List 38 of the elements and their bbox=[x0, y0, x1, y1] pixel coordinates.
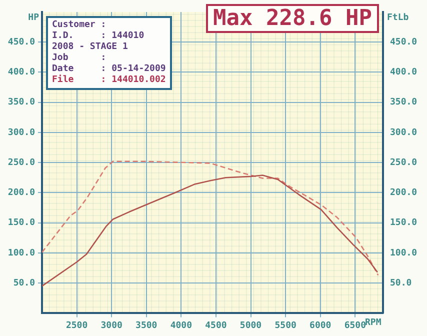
y2-tick-label: 250.0 bbox=[390, 158, 418, 168]
x-tick-label: 3000 bbox=[100, 320, 122, 331]
chart-title: Max 228.6 HP bbox=[206, 4, 379, 33]
y2-tick-label: 50.0 bbox=[390, 278, 412, 288]
x-tick-label: 4500 bbox=[205, 320, 227, 331]
annotation: Customer : bbox=[52, 20, 108, 31]
y2-tick-label: 350.0 bbox=[390, 98, 418, 108]
annotation: File : 144010.002 bbox=[52, 75, 166, 86]
y2-axis-title: FtLb bbox=[387, 12, 410, 23]
y-tick-label: 100.0 bbox=[8, 248, 35, 258]
x-axis-title: RPM bbox=[365, 318, 382, 328]
y-tick-label: 150.0 bbox=[8, 218, 35, 228]
y2-tick-label: 150.0 bbox=[390, 218, 418, 228]
x-tick-label: 5500 bbox=[274, 320, 296, 331]
x-tick-label: 5000 bbox=[240, 320, 262, 331]
y2-tick-label: 300.0 bbox=[390, 128, 418, 138]
y-tick-label: 450.0 bbox=[8, 37, 35, 48]
x-tick-label: 6500 bbox=[344, 320, 366, 331]
annotation: 2008 - STAGE 1 bbox=[52, 42, 129, 53]
annotation: Job : bbox=[52, 53, 108, 64]
y2-tick-label: 200.0 bbox=[390, 188, 418, 198]
annotation: Date : 05-14-2009 bbox=[52, 64, 166, 74]
y-tick-label: 200.0 bbox=[8, 188, 35, 198]
line-series bbox=[42, 160, 379, 276]
y-tick-label: 400.0 bbox=[8, 68, 35, 78]
y-tick-label: 350.0 bbox=[8, 98, 35, 108]
y2-tick-label: 400.0 bbox=[390, 68, 418, 78]
x-tick-label: 3500 bbox=[136, 320, 158, 331]
y-tick-label: 250.0 bbox=[8, 158, 35, 168]
x-tick-label: 2500 bbox=[66, 320, 88, 331]
x-tick-label: 4000 bbox=[170, 320, 192, 331]
y-tick-label: 50.0 bbox=[13, 278, 35, 288]
y-tick-label: 300.0 bbox=[8, 128, 35, 138]
annotation: I.D. : 144010 bbox=[52, 31, 146, 42]
y2-tick-label: 450.0 bbox=[390, 37, 418, 48]
x-tick-label: 6000 bbox=[310, 320, 332, 331]
y-axis-title: HP bbox=[28, 12, 40, 23]
y2-tick-label: 100.0 bbox=[390, 248, 418, 258]
